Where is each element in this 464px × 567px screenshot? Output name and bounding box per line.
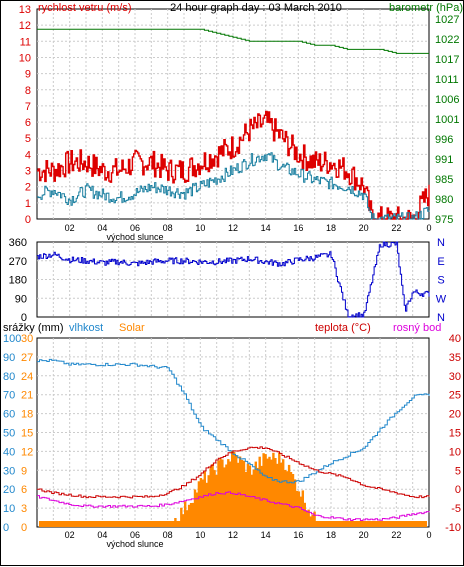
- wind-tick-label: 13: [19, 4, 31, 16]
- x-tick-label: 12: [228, 530, 238, 540]
- x-tick-label: 20: [359, 223, 369, 233]
- wind-tick-label: 10: [19, 52, 31, 64]
- x-tick-label: 16: [293, 223, 303, 233]
- temperature-tick-label: 10: [449, 446, 461, 458]
- humidity-tick-label: 40: [3, 446, 15, 458]
- x-tick-label: 02: [65, 530, 75, 540]
- precip-tick-label: 0: [21, 522, 27, 534]
- wind-tick-label: 9: [25, 69, 31, 81]
- wind-tick-label: 8: [25, 85, 31, 97]
- legend-label: vlhkost: [69, 322, 103, 334]
- humidity-tick-label: 20: [3, 484, 15, 496]
- precip-tick-label: 30: [21, 333, 33, 345]
- x-tick-label: 22: [391, 223, 401, 233]
- temperature-tick-label: 35: [449, 352, 461, 364]
- humidity-tick-label: 0: [3, 522, 9, 534]
- wind-tick-label: 7: [25, 101, 31, 113]
- x-tick-label: 08: [163, 223, 173, 233]
- precip-tick-label: 9: [21, 465, 27, 477]
- wind-tick-label: 2: [25, 182, 31, 194]
- pressure-tick-label: 1001: [435, 114, 459, 126]
- direction-tick-label: 270: [9, 256, 27, 268]
- wind-tick-label: 12: [19, 20, 31, 32]
- pressure-tick-label: 1017: [435, 54, 459, 66]
- precip-tick-label: 15: [21, 428, 33, 440]
- precip-tick-label: 6: [21, 484, 27, 496]
- sunrise-label: východ slunce: [106, 232, 163, 242]
- humidity-tick-label: 10: [3, 503, 15, 515]
- precip-tick-label: 18: [21, 409, 33, 421]
- temperature-tick-label: -10: [445, 522, 461, 534]
- x-tick-label: 10: [195, 223, 205, 233]
- humidity-tick-label: 70: [3, 390, 15, 402]
- x-tick-label: 12: [228, 223, 238, 233]
- pressure-tick-label: 1027: [435, 14, 459, 26]
- precip-tick-label: 24: [21, 371, 33, 383]
- sunrise-label: východ slunce: [106, 539, 163, 549]
- pressure-tick-label: 975: [435, 214, 453, 226]
- temperature-tick-label: 15: [449, 428, 461, 440]
- precip-tick-label: 21: [21, 390, 33, 402]
- solar-baseline: [39, 521, 427, 527]
- x-tick-label: 10: [195, 530, 205, 540]
- wind-tick-label: 11: [20, 36, 31, 48]
- x-tick-label: 18: [326, 530, 336, 540]
- direction-tick-label: 180: [9, 275, 27, 287]
- pressure-tick-label: 1011: [435, 74, 459, 86]
- pressure-axis-label: barometr (hPa): [389, 2, 463, 14]
- humidity-tick-label: 30: [3, 465, 15, 477]
- precip-tick-label: 12: [21, 446, 33, 458]
- pressure-tick-label: 985: [435, 174, 453, 186]
- pressure-tick-label: 1006: [435, 94, 459, 106]
- x-tick-label: 20: [359, 530, 369, 540]
- wind-tick-label: 0: [25, 214, 31, 226]
- humidity-tick-label: 60: [3, 409, 15, 421]
- x-tick-label: 16: [293, 530, 303, 540]
- x-tick-label: 18: [326, 223, 336, 233]
- legend-label: rosný bod: [393, 322, 441, 334]
- temperature-tick-label: 25: [449, 390, 461, 402]
- pressure-tick-label: 996: [435, 134, 453, 146]
- humidity-tick-label: 90: [3, 352, 15, 364]
- temperature-tick-label: 0: [455, 484, 461, 496]
- x-tick-label: 22: [391, 530, 401, 540]
- legend-label: teplota (°C): [315, 322, 371, 334]
- x-tick-label: 02: [65, 223, 75, 233]
- x-tick-label: 14: [261, 223, 271, 233]
- direction-letter: W: [436, 293, 447, 305]
- direction-letter: E: [437, 256, 444, 268]
- wind-tick-label: 3: [25, 166, 31, 178]
- x-tick-label: 0: [426, 223, 431, 233]
- temperature-tick-label: 40: [449, 333, 461, 345]
- humidity-tick-label: 100: [3, 333, 21, 345]
- pressure-tick-label: 991: [435, 154, 453, 166]
- wind-tick-label: 1: [25, 198, 31, 210]
- x-tick-label: 0: [426, 530, 431, 540]
- precip-tick-label: 3: [21, 503, 27, 515]
- temperature-tick-label: -5: [451, 503, 461, 515]
- direction-tick-label: 360: [9, 237, 27, 249]
- pressure-tick-label: 980: [435, 194, 453, 206]
- wind-tick-label: 6: [25, 117, 31, 129]
- x-tick-label: 14: [261, 530, 271, 540]
- humidity-tick-label: 50: [3, 428, 15, 440]
- legend-label: Solar: [119, 322, 145, 334]
- temperature-tick-label: 30: [449, 371, 461, 383]
- wind-axis-label: rychlost vetru (m/s): [38, 2, 132, 14]
- temperature-tick-label: 5: [455, 465, 461, 477]
- wind-tick-label: 5: [25, 133, 31, 145]
- x-tick-label: 08: [163, 530, 173, 540]
- direction-letter: S: [437, 275, 444, 287]
- humidity-tick-label: 80: [3, 371, 15, 383]
- temperature-tick-label: 20: [449, 409, 461, 421]
- direction-tick-label: 90: [15, 293, 27, 305]
- precip-tick-label: 27: [21, 352, 33, 364]
- pressure-tick-label: 1022: [435, 34, 459, 46]
- direction-letter: N: [437, 237, 445, 249]
- chart-title: 24 hour graph day : 03 March 2010: [170, 2, 342, 14]
- wind-tick-label: 4: [25, 149, 31, 161]
